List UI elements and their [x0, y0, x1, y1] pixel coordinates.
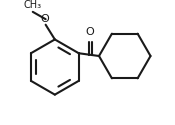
Text: O: O: [40, 14, 49, 24]
Text: CH₃: CH₃: [24, 0, 42, 10]
Text: O: O: [85, 27, 94, 37]
